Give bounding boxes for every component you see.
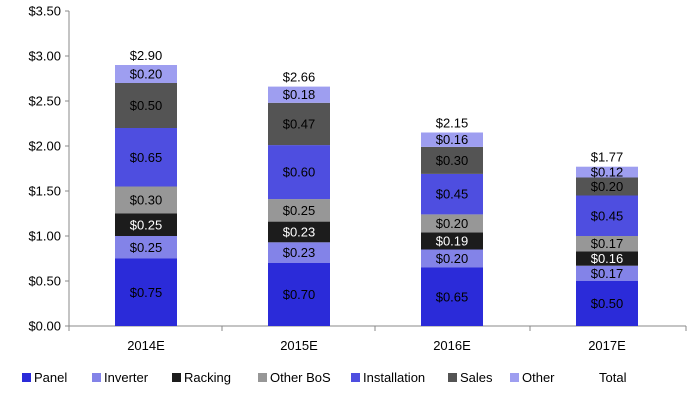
bar-segment-racking	[421, 232, 483, 250]
data-label: $0.25	[130, 217, 163, 232]
data-label: $0.20	[130, 67, 163, 82]
bar-segment-panel	[576, 281, 638, 326]
y-tick-label: $3.00	[28, 49, 61, 64]
legend-item: Total	[587, 370, 626, 385]
y-tick-label: $1.00	[28, 229, 61, 244]
bar-segment-other-bos	[576, 236, 638, 252]
data-label: $0.47	[283, 116, 316, 131]
legend-item: Panel	[22, 370, 67, 385]
legend-item: Inverter	[92, 370, 148, 385]
bar-segment-inverter	[268, 242, 330, 263]
legend-item: Other BoS	[258, 370, 331, 385]
legend-label: Other BoS	[270, 370, 331, 385]
data-label: $0.25	[130, 240, 163, 255]
data-label: $0.16	[591, 251, 624, 266]
data-label: $0.45	[436, 187, 469, 202]
data-label: $0.25	[283, 203, 316, 218]
bar-segment-racking	[268, 221, 330, 243]
category-label: 2016E	[433, 338, 471, 353]
legend-label: Panel	[34, 370, 68, 385]
legend-item: Other	[510, 370, 555, 385]
data-label: $0.50	[130, 98, 163, 113]
bar-segment-inverter	[115, 236, 177, 259]
legend-swatch	[351, 373, 360, 382]
legend-item: Installation	[351, 370, 425, 385]
data-label: $0.19	[436, 233, 469, 248]
category-label: 2015E	[280, 338, 318, 353]
bar-segment-racking	[115, 213, 177, 236]
legend-label: Racking	[184, 370, 231, 385]
bar-segment-installation	[268, 145, 330, 200]
bar-segment-sales	[576, 177, 638, 196]
data-label: $0.75	[130, 285, 163, 300]
data-label: $0.30	[436, 153, 469, 168]
data-label: $0.17	[591, 266, 624, 281]
bar-segment-other-bos	[421, 214, 483, 233]
y-tick-label: $0.50	[28, 274, 61, 289]
bar-segment-panel	[421, 267, 483, 326]
data-label: $0.17	[591, 236, 624, 251]
data-label: $0.65	[130, 150, 163, 165]
legend-swatch	[22, 373, 31, 382]
category-label: 2017E	[588, 338, 626, 353]
bar-segment-other	[115, 65, 177, 83]
total-label: $2.15	[436, 116, 469, 131]
bar-segment-other	[268, 86, 330, 103]
y-tick-label: $0.00	[28, 319, 61, 334]
y-tick-label: $3.50	[28, 4, 61, 19]
bar-segment-other	[421, 132, 483, 147]
data-label: $0.30	[130, 193, 163, 208]
data-label: $0.23	[283, 245, 316, 260]
bar-segment-panel	[115, 258, 177, 326]
legend-swatch	[510, 373, 519, 382]
bar-segment-installation	[115, 128, 177, 187]
bar-segment-sales	[115, 83, 177, 128]
legend-label: Sales	[460, 370, 493, 385]
data-label: $0.45	[591, 208, 624, 223]
legend-swatch	[172, 373, 181, 382]
legend-label: Inverter	[104, 370, 149, 385]
bar-segment-other	[576, 166, 638, 178]
bar-segment-other-bos	[115, 186, 177, 214]
legend-label: Total	[599, 370, 627, 385]
data-label: $0.12	[591, 165, 624, 180]
data-label: $0.50	[591, 296, 624, 311]
legend-swatch	[92, 373, 101, 382]
legend-item: Racking	[172, 370, 231, 385]
bar-segment-installation	[421, 173, 483, 215]
data-label: $0.16	[436, 132, 469, 147]
y-tick-label: $2.00	[28, 139, 61, 154]
bar-segment-inverter	[421, 249, 483, 268]
legend-label: Installation	[363, 370, 426, 385]
legend-swatch	[448, 373, 457, 382]
legend-label: Other	[522, 370, 555, 385]
data-label: $0.23	[283, 224, 316, 239]
total-label: $2.90	[130, 48, 163, 63]
total-label: $1.77	[591, 150, 624, 165]
bar-segment-sales	[421, 146, 483, 174]
bar-segment-other-bos	[268, 199, 330, 222]
data-label: $0.65	[436, 289, 469, 304]
legend: Panel Inverter Racking Other BoS Installatio…	[22, 370, 682, 388]
category-label: 2014E	[127, 338, 165, 353]
data-label: $0.20	[436, 251, 469, 266]
total-label: $2.66	[283, 70, 316, 85]
bar-segment-installation	[576, 195, 638, 236]
y-tick-label: $1.50	[28, 184, 61, 199]
bar-segment-inverter	[576, 265, 638, 281]
legend-swatch	[258, 373, 267, 382]
data-label: $0.20	[436, 216, 469, 231]
data-label: $0.18	[283, 87, 316, 102]
bar-segment-sales	[268, 102, 330, 146]
bar-segment-panel	[268, 263, 330, 326]
data-label: $0.60	[283, 165, 316, 180]
data-label: $0.70	[283, 287, 316, 302]
bar-segment-racking	[576, 251, 638, 266]
y-tick-label: $2.50	[28, 94, 61, 109]
legend-item: Sales	[448, 370, 493, 385]
data-label: $0.20	[591, 179, 624, 194]
